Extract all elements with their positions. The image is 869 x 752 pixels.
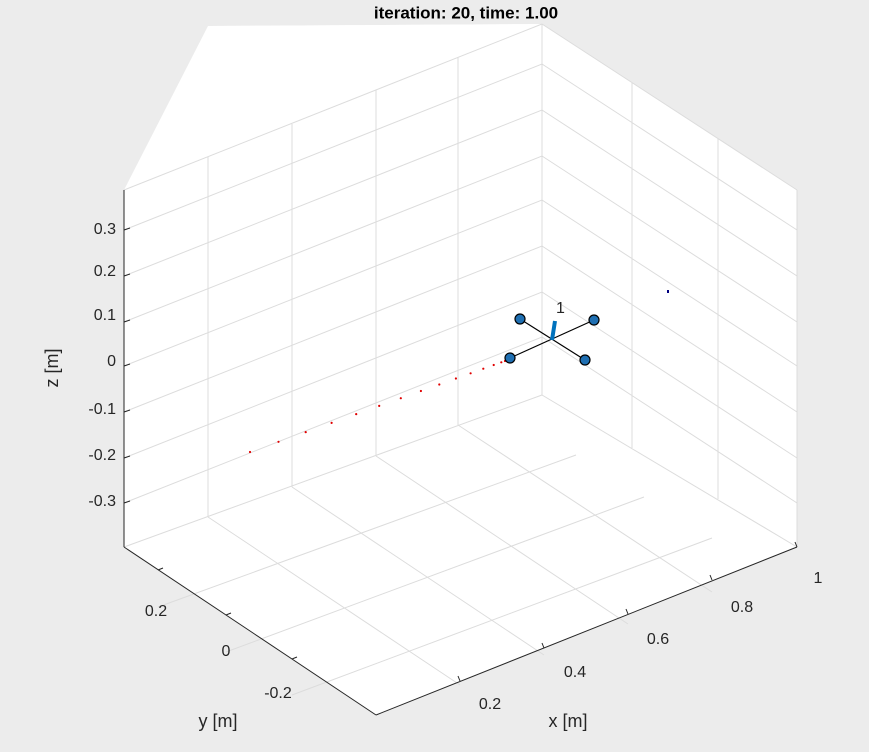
z-tick-label: 0.1 xyxy=(94,307,116,324)
quadrotor-rotor xyxy=(579,354,591,366)
trajectory-point xyxy=(419,389,422,393)
z-tick-label: 0 xyxy=(107,353,116,370)
trajectory-series xyxy=(248,359,507,454)
trajectory-point xyxy=(248,450,252,454)
x-axis-label: x [m] xyxy=(549,711,588,731)
z-axis-label: z [m] xyxy=(42,349,62,388)
y-tick-label: 0 xyxy=(222,643,231,660)
y-tick-label: -0.2 xyxy=(264,685,292,702)
y-tick-label: 0.2 xyxy=(145,603,167,620)
quadrotor-rotor xyxy=(514,313,526,325)
target-marker xyxy=(667,290,669,293)
trajectory-point xyxy=(304,431,307,434)
y-axis-ticks: 0.2 0 -0.2 xyxy=(145,567,298,702)
chart-title: iteration: 20, time: 1.00 xyxy=(374,3,558,22)
x-tick-label: 0.4 xyxy=(564,664,586,681)
y-axis-label: y [m] xyxy=(199,711,238,731)
z-tick-label: -0.3 xyxy=(88,493,116,510)
x-tick-label: 0.2 xyxy=(479,696,501,713)
x-tick-label: 1 xyxy=(814,570,823,587)
z-axis-ticks: 0.3 0.2 0.1 0 -0.1 -0.2 -0.3 xyxy=(88,221,131,510)
trajectory-point xyxy=(330,421,333,424)
trajectory-point xyxy=(469,372,472,375)
grid-lines xyxy=(123,23,798,696)
x-grid-wall xyxy=(207,57,459,517)
quadrotor-thrust-vector xyxy=(550,320,557,341)
trajectory-point xyxy=(492,363,495,367)
quadrotor-rotor xyxy=(504,352,516,364)
trajectory-point xyxy=(399,397,402,400)
trajectory-point xyxy=(438,383,441,386)
trajectory-point xyxy=(378,404,381,407)
z-tick-label: 0.2 xyxy=(94,263,116,280)
trajectory-point xyxy=(355,413,358,416)
axes-lines xyxy=(123,190,798,716)
x-tick-label: 0.8 xyxy=(731,599,753,616)
z-tick-label: -0.2 xyxy=(88,447,116,464)
floor-y-grid xyxy=(157,454,713,696)
trajectory-point xyxy=(454,377,457,380)
quadrotor-rotor xyxy=(588,314,600,326)
trajectory-point xyxy=(277,440,280,443)
y-grid-wall xyxy=(631,83,719,499)
x-axis-ticks: 0.2 0.4 0.6 0.8 1 xyxy=(457,541,823,713)
trajectory-point xyxy=(500,361,503,364)
quadrotor-label: 1 xyxy=(556,300,565,317)
floor-x-grid xyxy=(207,424,713,686)
quadrotor: 1 xyxy=(504,300,600,366)
x-tick-label: 0.6 xyxy=(647,631,669,648)
z-tick-label: -0.1 xyxy=(88,401,116,418)
z-grid xyxy=(123,63,798,504)
trajectory-point xyxy=(482,367,485,370)
z-tick-label: 0.3 xyxy=(94,221,116,238)
